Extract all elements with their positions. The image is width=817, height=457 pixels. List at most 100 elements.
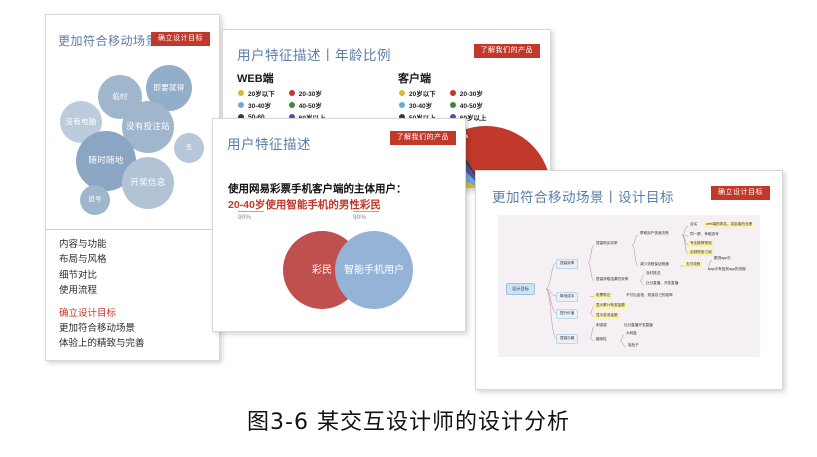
mindmap-node: web端的排名、发起者的业绩 bbox=[704, 222, 755, 228]
web-column-heading: WEB端 bbox=[237, 73, 274, 85]
slide-user-profile[interactable]: 用户特征描述 了解我们的产品 使用网易彩票手机客户端的主体用户： 20-40岁使… bbox=[212, 118, 466, 332]
web-legend-item: 20-30岁 bbox=[288, 88, 326, 98]
legend-dot-icon bbox=[238, 90, 244, 96]
legend-dot-icon bbox=[399, 102, 405, 108]
mindmap-node: 比分直播、开奖直播 bbox=[646, 281, 679, 285]
web-legend-item: 30-40岁 bbox=[238, 100, 275, 110]
mindmap-node: 提高乐趣 bbox=[556, 334, 579, 344]
percent-right: 90% bbox=[353, 211, 380, 221]
mindmap-node: 降低成本 bbox=[556, 292, 579, 302]
bubble-7: 追号 bbox=[80, 185, 110, 215]
legend-dot-icon bbox=[238, 114, 244, 120]
mindmap-node: 提高效率 bbox=[556, 259, 579, 269]
list-item: 更加符合移动场景 bbox=[59, 322, 136, 334]
legend-label: 30-40岁 bbox=[409, 103, 433, 110]
slide1-divider bbox=[46, 229, 219, 230]
legend-dot-icon bbox=[449, 102, 456, 108]
legend-label: 20-30岁 bbox=[459, 91, 483, 98]
web-legend-item: 20岁以下 bbox=[238, 88, 275, 98]
mindmap-node: 比分直播开奖直播 bbox=[624, 323, 653, 327]
client-column-heading: 客户端 bbox=[398, 73, 431, 85]
venn-diagram: 彩民 智能手机用户 bbox=[283, 231, 413, 311]
mindmap-node: 摇色子 bbox=[628, 343, 639, 347]
slide2-title: 用户特征描述丨年龄比例 bbox=[237, 48, 391, 63]
legend-label: 20-30岁 bbox=[298, 91, 322, 98]
list-item: 内容与功能 bbox=[59, 239, 107, 250]
outline-list: 内容与功能布局与风格细节对比使用流程确立设计目标更加符合移动场景 体验上的精致与完… bbox=[59, 237, 145, 352]
profile-statement-highlight: 20-40岁使用智能手机的男性彩民 bbox=[228, 199, 381, 211]
legend-dot-icon bbox=[449, 114, 456, 120]
slide3-badge[interactable]: 了解我们的产品 bbox=[389, 131, 456, 145]
mindmap-node: 跟进app中 bbox=[714, 256, 731, 260]
mindmap-node: wap中有回到app的流程 bbox=[708, 267, 746, 271]
mindmap-node: 支付流程 bbox=[684, 262, 703, 268]
legend-label: 20岁以下 bbox=[409, 91, 436, 98]
legend-dot-icon bbox=[288, 114, 295, 120]
legend-dot-icon bbox=[238, 102, 244, 108]
mindmap-node: 提升价值 bbox=[556, 309, 579, 319]
web-legend-item: 40-50岁 bbox=[288, 100, 326, 110]
bubble-0: 临时 bbox=[98, 75, 142, 119]
mindmap-node: 专业推荐预测 bbox=[688, 241, 714, 247]
mindmap-node: 显示奖池金额 bbox=[594, 313, 620, 319]
client-legend-item: 20-30岁 bbox=[449, 88, 487, 98]
mindmap-node: 定制短信订阅 bbox=[688, 250, 714, 256]
mindmap-root: 设计目标 bbox=[506, 283, 535, 296]
percent-left: 90% bbox=[238, 211, 265, 221]
legend-dot-icon bbox=[288, 90, 295, 96]
mindmap-node: 帮助用户快速决策 bbox=[640, 231, 669, 235]
bubble-chart: 临时 即要就得 没有电脑 没有投注站 随时随地无开奖信息 追号 bbox=[46, 57, 219, 219]
mindmap-node: 大转盘 bbox=[626, 331, 637, 335]
legend-label: 20岁以下 bbox=[248, 91, 275, 98]
bubble-6: 开奖信息 bbox=[122, 157, 174, 209]
mindmap-node: 同一屏、争取选号 bbox=[690, 232, 719, 236]
slide2-badge[interactable]: 了解我们的产品 bbox=[473, 44, 540, 58]
list-item: 布局与风格 bbox=[59, 254, 107, 266]
mindmap-node: 提高获取结果的效率 bbox=[596, 277, 629, 281]
venn-circle-smartphone: 智能手机用户 bbox=[335, 231, 413, 309]
mindmap-node: 显示累计获奖金额 bbox=[594, 303, 627, 309]
list-item: 使用流程 bbox=[59, 285, 98, 297]
web-legend-item: 50-60 bbox=[238, 112, 275, 122]
slide1-badge[interactable]: 确立设计目标 bbox=[151, 32, 210, 46]
list-item: 体验上的精致与完善 bbox=[59, 338, 145, 350]
list-item: 细节对比 bbox=[59, 269, 98, 281]
mindmap-diagram: 设计目标 提高效率 提高购买效率 帮助用户快速决策 合买 web端的排名、发起者的业绩同一… bbox=[498, 215, 760, 357]
list-gap bbox=[59, 299, 145, 306]
legend-label: 60岁以上 bbox=[459, 115, 487, 122]
mindmap-connectors bbox=[545, 225, 713, 348]
mindmap-node: 及时推送 bbox=[646, 271, 661, 275]
profile-statement-primary: 使用网易彩票手机客户端的主体用户： bbox=[228, 183, 407, 195]
slide4-title: 更加符合移动场景丨设计目标 bbox=[492, 190, 674, 205]
legend-label: 50-60 bbox=[248, 113, 265, 121]
mindmap-node: 刺激感 bbox=[596, 323, 607, 327]
mindmap-node: 合买 bbox=[690, 222, 698, 226]
legend-dot-icon bbox=[449, 90, 456, 96]
mindmap-node: 不付出金钱，知道自己的赔率 bbox=[626, 293, 673, 297]
legend-dot-icon bbox=[399, 114, 405, 120]
mindmap-node: 提高购买效率 bbox=[596, 241, 618, 245]
client-legend-item: 60岁以上 bbox=[449, 112, 487, 122]
mindmap-node: 趣味性 bbox=[596, 337, 607, 341]
legend-dot-icon bbox=[288, 102, 295, 108]
list-item: 确立设计目标 bbox=[59, 307, 117, 319]
legend-dot-icon bbox=[399, 90, 405, 96]
bubble-5: 无 bbox=[174, 133, 204, 163]
slide1-title: 更加符合移动场景 bbox=[58, 34, 159, 48]
slide-mobile-scenario[interactable]: 更加符合移动场景 确立设计目标 临时 即要就得 没有电脑 没有投注站 随时随地无开奖信息… bbox=[45, 14, 220, 361]
client-legend-item: 40-50岁 bbox=[449, 100, 487, 110]
figure-caption: 图3-6 某交互设计师的设计分析 bbox=[247, 410, 570, 435]
legend-label: 40-50岁 bbox=[298, 103, 322, 110]
legend-label: 40-50岁 bbox=[459, 103, 483, 110]
legend-label: 30-40岁 bbox=[248, 103, 272, 110]
client-legend-item: 30-40岁 bbox=[399, 100, 436, 110]
mindmap-node: 彩票笔记 bbox=[594, 293, 613, 299]
slide4-badge[interactable]: 确立设计目标 bbox=[711, 186, 770, 200]
mindmap-node: 减少流程保证畅通 bbox=[640, 262, 669, 266]
slide-design-goal[interactable]: 更加符合移动场景丨设计目标 确立设计目标 设计目标 提高效率 提高购买效率 帮助用户快… bbox=[475, 170, 783, 390]
slide3-title: 用户特征描述 bbox=[227, 137, 311, 152]
client-legend-item: 20岁以下 bbox=[399, 88, 436, 98]
